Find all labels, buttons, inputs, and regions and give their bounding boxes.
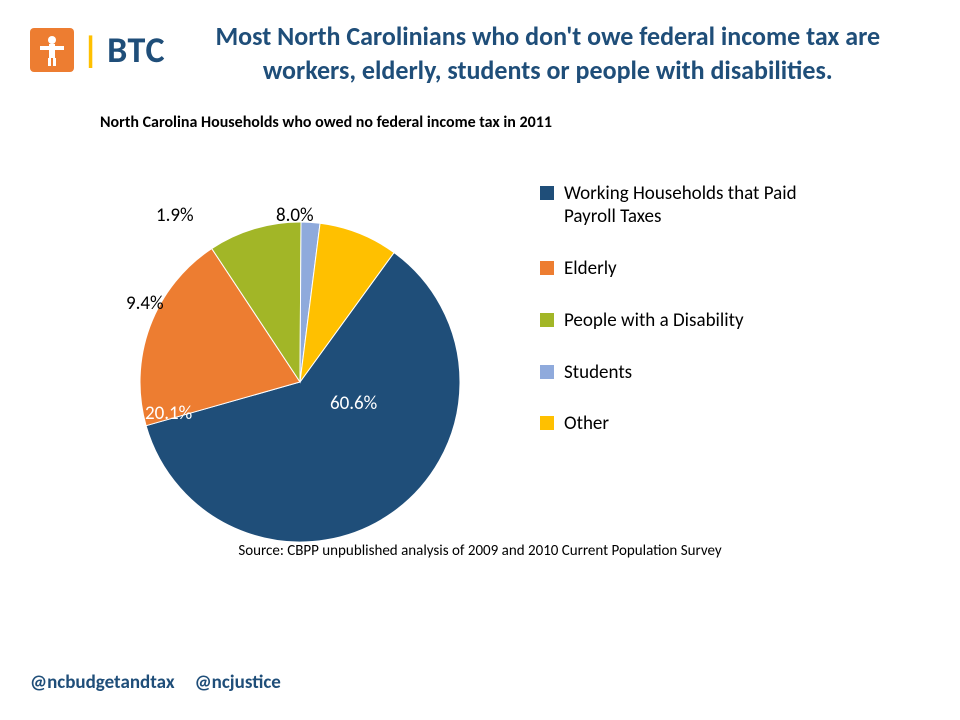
- legend-item: Other: [540, 412, 804, 436]
- handle-1: @ncbudgetandtax: [30, 671, 175, 694]
- legend-label: Working Households that Paid Payroll Tax…: [564, 182, 804, 230]
- legend-label: Elderly: [564, 257, 617, 281]
- legend-label: Other: [564, 412, 609, 436]
- slice-value-label: 8.0%: [276, 204, 314, 227]
- legend-item: Working Households that Paid Payroll Tax…: [540, 182, 804, 230]
- legend-item: Elderly: [540, 257, 804, 281]
- legend-item: Students: [540, 361, 804, 385]
- header: | BTC Most North Carolinians who don't o…: [0, 0, 960, 98]
- slice-value-label: 9.4%: [126, 292, 164, 315]
- legend-label: People with a Disability: [564, 309, 744, 333]
- page-title: Most North Carolinians who don't owe fed…: [166, 20, 930, 88]
- legend-swatch: [540, 416, 554, 430]
- slice-value-label: 60.6%: [330, 392, 377, 415]
- chart-subtitle: North Carolina Households who owed no fe…: [100, 113, 960, 132]
- legend-swatch: [540, 365, 554, 379]
- logo-icon: [30, 28, 74, 72]
- logo-divider-icon: |: [82, 28, 99, 72]
- footer: @ncbudgetandtax @ncjustice: [30, 671, 281, 694]
- slice-value-label: 1.9%: [156, 204, 194, 227]
- legend: Working Households that Paid Payroll Tax…: [540, 182, 804, 465]
- handle-2: @ncjustice: [195, 671, 281, 694]
- chart-area: 60.6% 20.1% 9.4% 1.9% 8.0% Working Household…: [0, 142, 960, 532]
- pie-wrap: 60.6% 20.1% 9.4% 1.9% 8.0%: [60, 152, 480, 532]
- legend-swatch: [540, 313, 554, 327]
- logo-abbr: BTC: [107, 28, 165, 72]
- legend-swatch: [540, 186, 554, 200]
- legend-label: Students: [564, 361, 632, 385]
- logo: | BTC: [30, 28, 166, 72]
- pie-chart: [100, 192, 500, 572]
- slice-value-label: 20.1%: [145, 402, 192, 425]
- legend-swatch: [540, 261, 554, 275]
- legend-item: People with a Disability: [540, 309, 804, 333]
